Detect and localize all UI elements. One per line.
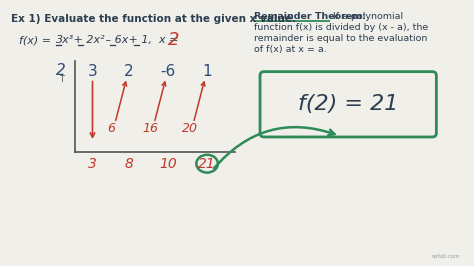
- Text: f(x) =: f(x) =: [19, 35, 55, 45]
- Text: Evaluate the function at the given x value.: Evaluate the function at the given x val…: [36, 14, 296, 24]
- Text: function f(x) is divided by (x - a), the: function f(x) is divided by (x - a), the: [254, 23, 428, 32]
- Text: If a polynomial: If a polynomial: [329, 12, 403, 21]
- Text: 3: 3: [88, 64, 97, 79]
- Text: -6: -6: [160, 64, 175, 79]
- Text: T: T: [59, 75, 64, 84]
- Text: 8: 8: [124, 157, 133, 171]
- FancyBboxPatch shape: [260, 72, 437, 137]
- Text: 21: 21: [198, 157, 216, 171]
- Text: 20: 20: [182, 122, 198, 135]
- Text: + 2x²: + 2x²: [70, 35, 105, 45]
- Text: 2: 2: [168, 31, 180, 49]
- Text: – 6x: – 6x: [102, 35, 128, 45]
- Text: of f(x) at x = a.: of f(x) at x = a.: [254, 45, 327, 54]
- Text: + 1,  x =: + 1, x =: [125, 35, 182, 45]
- Text: 3x³: 3x³: [56, 35, 74, 45]
- Text: 16: 16: [142, 122, 158, 135]
- Text: 10: 10: [159, 157, 177, 171]
- Text: remainder is equal to the evaluation: remainder is equal to the evaluation: [254, 34, 428, 43]
- Text: Remainder Theorem:: Remainder Theorem:: [254, 12, 366, 21]
- Text: sofull.com: sofull.com: [431, 254, 460, 259]
- Text: Ex 1): Ex 1): [11, 14, 41, 24]
- Text: f(2) = 21: f(2) = 21: [298, 94, 398, 114]
- Text: 2: 2: [124, 64, 134, 79]
- Text: 6: 6: [107, 122, 115, 135]
- Text: 1: 1: [202, 64, 212, 79]
- Text: 3: 3: [88, 157, 97, 171]
- Text: 2: 2: [56, 63, 66, 78]
